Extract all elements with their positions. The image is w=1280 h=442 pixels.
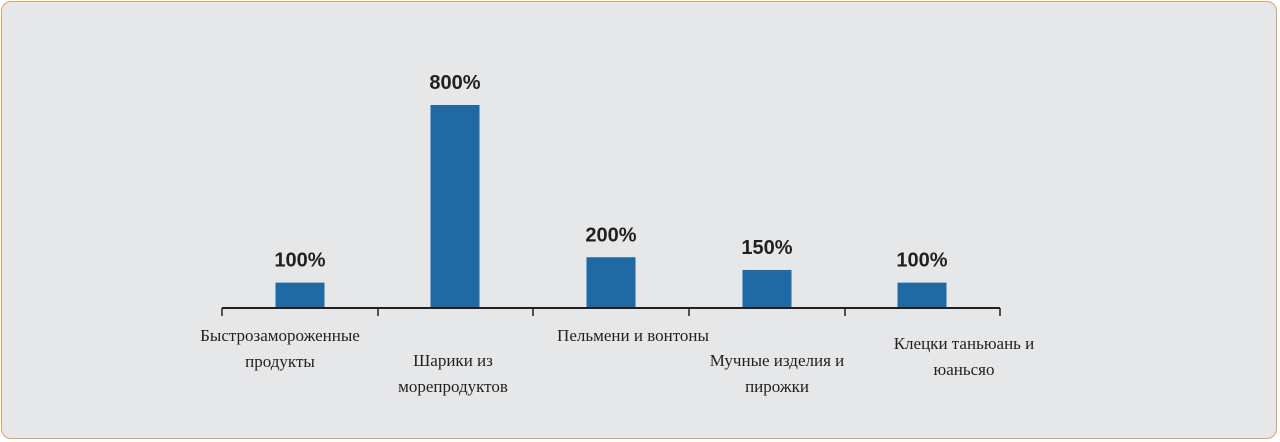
x-tick-label: Мучные изделия и [710, 351, 845, 370]
x-tick-label: пирожки [745, 377, 809, 396]
bar-value-label: 100% [274, 250, 325, 272]
labels-layer: 100% 800% 200% 150% 100% Быстрозамороженные пр… [200, 72, 1034, 396]
bar-value-label: 800% [429, 72, 480, 94]
bar [275, 282, 325, 308]
x-tick-label: продукты [245, 352, 315, 371]
x-tick-label: Пельмени и вонтоны [557, 326, 709, 345]
x-tick-label: морепродуктов [398, 377, 508, 396]
x-tick-label: Шарики из [413, 351, 493, 370]
bar [586, 257, 636, 308]
bar-value-label: 100% [896, 250, 947, 272]
x-tick-label: Быстрозамороженные [200, 326, 360, 345]
bar [430, 105, 480, 308]
bar-value-label: 150% [741, 237, 792, 259]
x-axis [221, 307, 1001, 316]
bars-layer [275, 105, 947, 308]
bar [742, 269, 792, 308]
x-tick-label: юаньсяо [934, 360, 995, 379]
bar [897, 282, 947, 308]
bar-value-label: 200% [585, 224, 636, 246]
x-tick-label: Клецки таньюань и [894, 334, 1035, 353]
